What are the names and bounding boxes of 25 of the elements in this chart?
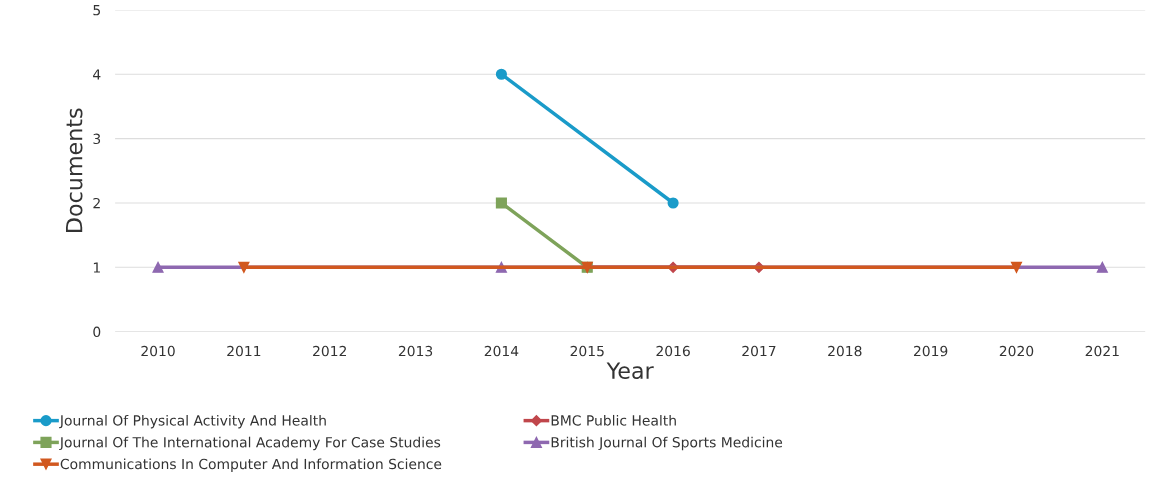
x-tick-label: 2016	[656, 345, 690, 357]
y-tick-label: 5	[93, 5, 100, 16]
x-tick-label: 2013	[398, 345, 433, 357]
y-tick-label: 3	[93, 133, 101, 145]
x-tick-label: 2018	[828, 345, 862, 357]
legend-label: Journal Of The International Academy For Case Studies	[59, 436, 441, 451]
legend-label: Journal Of Physical Activity And Health	[59, 414, 326, 429]
x-tick-label: 2020	[999, 345, 1034, 357]
y-axis-title: Documents	[66, 108, 83, 232]
x-tick-label: 2010	[141, 345, 175, 357]
x-tick-label: 2011	[227, 345, 261, 357]
y-tick-label: 1	[93, 262, 100, 273]
x-tick-label: 2017	[742, 345, 776, 357]
x-tick-label: 2014	[484, 345, 519, 357]
x-axis-title: Year	[606, 362, 654, 379]
x-tick-label: 2015	[570, 345, 604, 357]
y-tick-label: 2	[93, 197, 100, 209]
legend-label: Communications In Computer And Information Science	[60, 458, 442, 472]
x-tick-label: 2019	[913, 345, 948, 357]
x-tick-label: 2021	[1085, 345, 1119, 357]
y-tick-label: 4	[93, 69, 101, 80]
legend-label: BMC Public Health	[551, 414, 676, 426]
legend-label: British Journal Of Sports Medicine	[551, 436, 783, 451]
x-tick-label: 2012	[313, 345, 346, 357]
y-tick-label: 0	[93, 326, 101, 338]
